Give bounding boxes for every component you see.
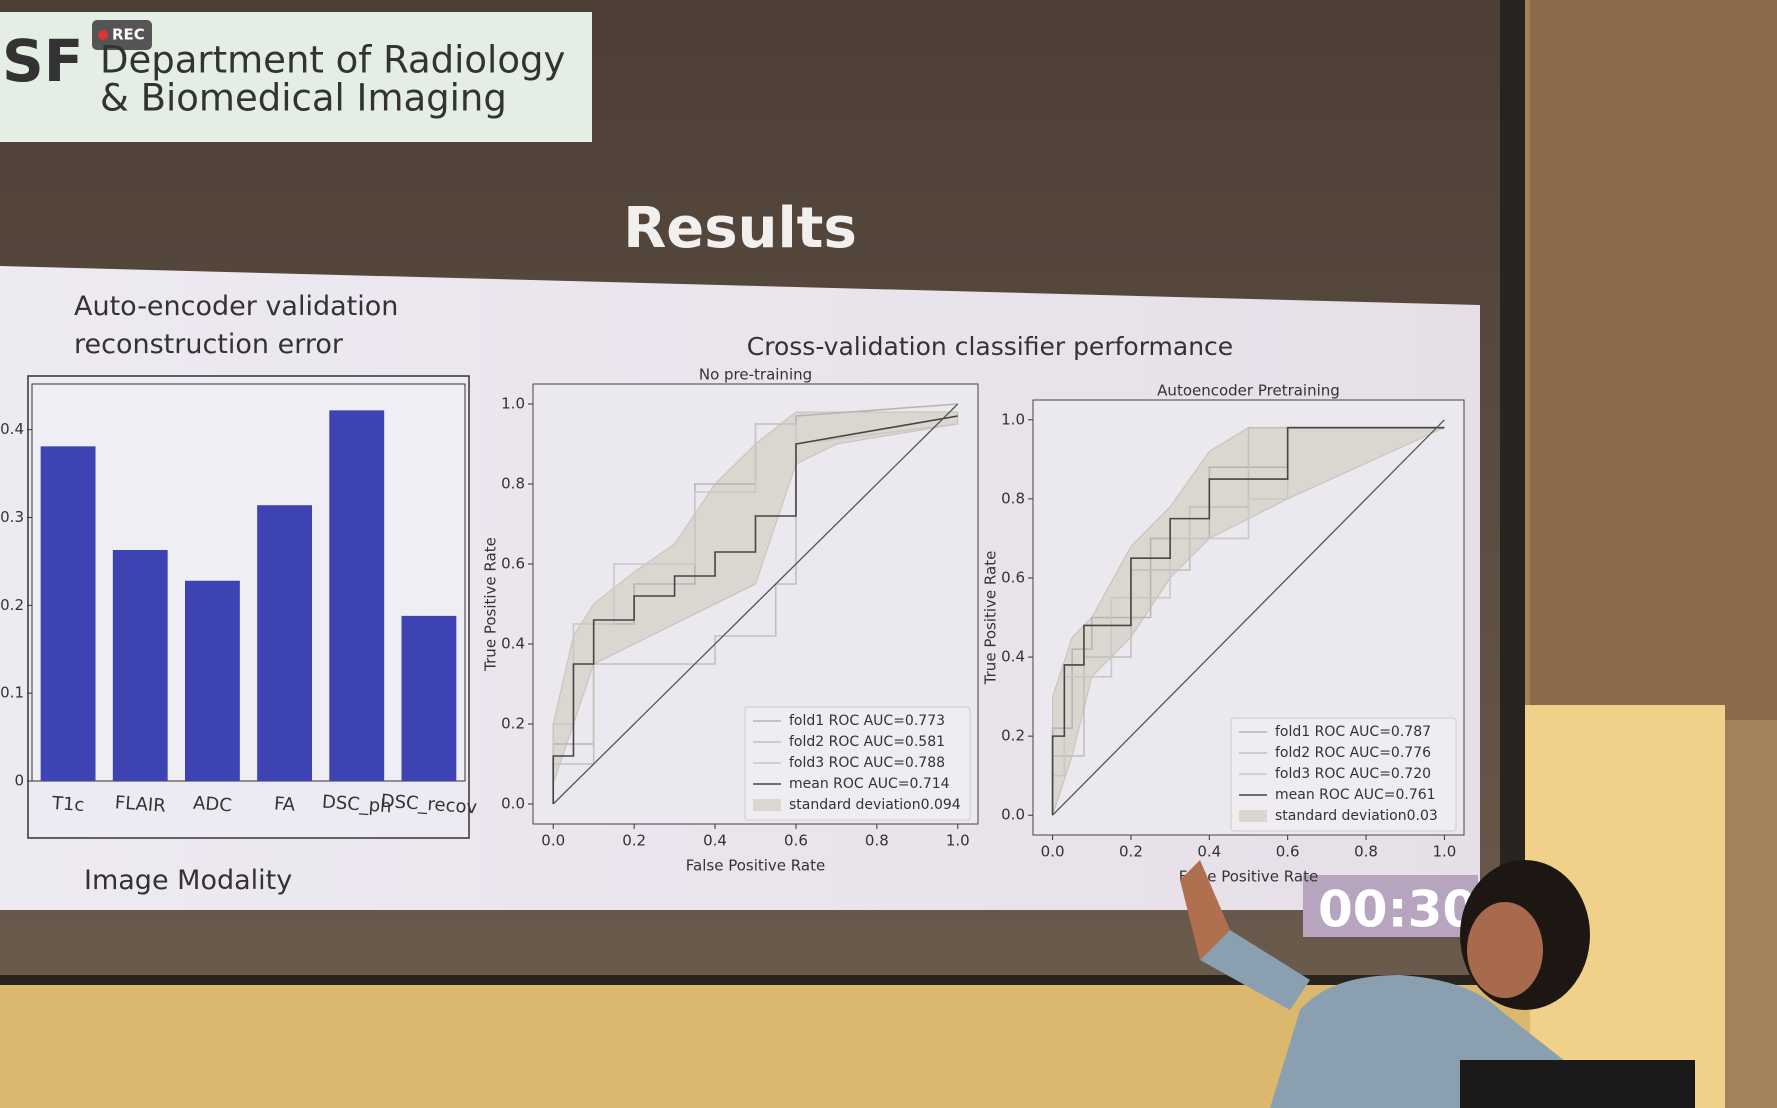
plot-area bbox=[31, 383, 466, 782]
bar bbox=[329, 410, 385, 781]
legend-label: fold1 ROC AUC=0.773 bbox=[789, 713, 945, 729]
y-tick-label: 0.4 bbox=[501, 635, 525, 653]
x-tick-label: 0.8 bbox=[1354, 843, 1378, 861]
x-tick-label: DSC_ph bbox=[321, 792, 392, 818]
rec-badge bbox=[92, 20, 152, 50]
timer-box bbox=[1303, 875, 1478, 937]
y-tick-label: 0.4 bbox=[0, 420, 24, 438]
y-tick-label: 0.6 bbox=[1001, 568, 1025, 586]
chart-title: No pre-training bbox=[699, 366, 812, 384]
rec-label: REC bbox=[112, 26, 145, 44]
x-tick-label: 0.0 bbox=[541, 832, 565, 850]
y-tick-label: 0.2 bbox=[0, 596, 24, 614]
y-tick-label: 0.1 bbox=[0, 684, 24, 702]
legend-label: mean ROC AUC=0.761 bbox=[1275, 787, 1436, 803]
x-tick-label: 0.8 bbox=[865, 832, 889, 850]
y-tick-label: 0.2 bbox=[501, 715, 525, 733]
bar bbox=[40, 446, 96, 781]
y-tick-label: 1.0 bbox=[501, 395, 525, 413]
x-tick-label: 0.2 bbox=[1119, 843, 1143, 861]
legend-swatch bbox=[1239, 810, 1267, 822]
legend-label: fold3 ROC AUC=0.788 bbox=[789, 755, 945, 771]
x-tick-label: 0.0 bbox=[1041, 843, 1065, 861]
legend-label: mean ROC AUC=0.714 bbox=[789, 776, 950, 792]
x-tick-label: ADC bbox=[192, 793, 232, 817]
x-tick-label: 0.6 bbox=[1276, 843, 1300, 861]
y-tick-label: 0.8 bbox=[1001, 489, 1025, 507]
bar bbox=[112, 550, 168, 781]
roc-line bbox=[1051, 426, 1445, 816]
y-tick-label: 1.0 bbox=[1001, 410, 1025, 428]
y-axis-title: True Positive Rate bbox=[982, 551, 1000, 686]
legend-box bbox=[1230, 717, 1457, 832]
lower-wall bbox=[0, 985, 1530, 1108]
x-axis-title: Image Modality bbox=[84, 865, 293, 896]
legend-swatch bbox=[753, 799, 781, 811]
y-axis-title: True Positive Rate bbox=[482, 537, 500, 672]
x-tick-label: T1c bbox=[50, 793, 85, 816]
y-tick-label: 0.4 bbox=[1001, 648, 1025, 666]
bar bbox=[257, 505, 313, 781]
slide-subtitle: Cross-validation classifier performance bbox=[747, 332, 1233, 361]
legend-label: standard deviation0.03 bbox=[1275, 808, 1438, 824]
legend-label: fold3 ROC AUC=0.720 bbox=[1275, 766, 1431, 782]
x-tick-label: 0.6 bbox=[784, 832, 808, 850]
legend-box bbox=[744, 706, 971, 821]
slide-title: Results bbox=[623, 196, 857, 261]
roc-line bbox=[552, 415, 958, 804]
x-tick-label: 1.0 bbox=[1432, 843, 1456, 861]
legend-label: fold1 ROC AUC=0.787 bbox=[1275, 724, 1431, 740]
x-tick-label: FA bbox=[273, 793, 296, 815]
lit-panel bbox=[1525, 705, 1725, 1108]
logo: SF bbox=[2, 27, 83, 95]
department: & Biomedical Imaging bbox=[100, 77, 507, 120]
department: Department of Radiology bbox=[100, 39, 565, 82]
chart-title: Autoencoder Pretraining bbox=[1157, 382, 1340, 400]
bar bbox=[184, 580, 240, 781]
y-tick-label: 0.0 bbox=[501, 795, 525, 813]
x-axis-title: False Positive Rate bbox=[1179, 868, 1318, 886]
roc-line bbox=[552, 415, 958, 804]
x-tick-label: 0.2 bbox=[622, 832, 646, 850]
roc-line bbox=[1051, 426, 1445, 816]
legend-label: standard deviation0.094 bbox=[789, 797, 961, 813]
roc-line bbox=[552, 403, 959, 805]
legend-label: fold2 ROC AUC=0.581 bbox=[789, 734, 945, 750]
legend-label: fold2 ROC AUC=0.776 bbox=[1275, 745, 1431, 761]
y-tick-label: 0.3 bbox=[0, 508, 24, 526]
y-tick-label: 0.8 bbox=[501, 475, 525, 493]
x-tick-label: FLAIR bbox=[114, 792, 166, 817]
x-tick-label: 1.0 bbox=[946, 832, 970, 850]
timer: 00:30 bbox=[1318, 881, 1477, 939]
bar-chart-title: Auto-encoder validation reconstruction e… bbox=[74, 291, 399, 360]
side-wall bbox=[1530, 0, 1777, 720]
rec-dot bbox=[98, 30, 108, 40]
y-tick-label: 0.6 bbox=[501, 555, 525, 573]
y-tick-label: 0.2 bbox=[1001, 727, 1025, 745]
y-tick-label: 0.0 bbox=[1001, 806, 1025, 824]
x-tick-label: 0.4 bbox=[703, 832, 727, 850]
x-tick-label: 0.4 bbox=[1197, 843, 1221, 861]
x-axis-title: False Positive Rate bbox=[686, 857, 825, 875]
roc-line bbox=[1052, 419, 1445, 816]
y-tick-label: 0 bbox=[14, 772, 24, 790]
bar bbox=[401, 615, 457, 781]
